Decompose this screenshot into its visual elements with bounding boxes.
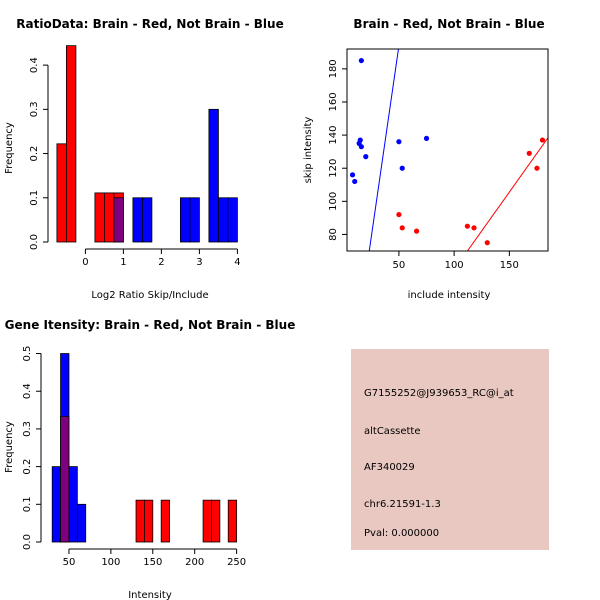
bar-not-brain-5: [208, 108, 219, 243]
bar-brain-6: [227, 499, 238, 543]
y-tick-label: 160: [328, 92, 339, 111]
bar-not-brain-3: [179, 197, 191, 243]
x-tick-label: 1: [120, 257, 126, 268]
scatter-frame: [346, 48, 549, 252]
bar-not-brain-0: [51, 466, 61, 543]
point-brain-7: [534, 165, 540, 171]
x-tick-label: 0: [82, 257, 88, 268]
intensity-histogram-title: Gene Itensity: Brain - Red, Not Brain - …: [5, 318, 296, 332]
bar-not-brain-2: [141, 197, 153, 243]
location-text: chr6.21591-1.3: [364, 499, 441, 510]
y-tick-label: 0.0: [29, 234, 40, 250]
x-tick-label: 3: [196, 257, 202, 268]
bar-not-brain-0: [113, 197, 124, 243]
intensity-histogram-ylabel: Frequency: [4, 421, 15, 473]
event-type-text: altCassette: [364, 426, 421, 437]
info-panel: G7155252@J939653_RC@i_at altCassette AF3…: [351, 349, 549, 550]
x-tick-label: 200: [185, 557, 204, 568]
scatter-xlabel: include intensity: [408, 290, 491, 301]
x-tick-label: 4: [234, 257, 240, 268]
bar-brain-2: [94, 192, 105, 243]
ratio-histogram-axes: 0 1 2 3 4 0.0 0.1 0.2 0.3 0.4: [29, 57, 241, 268]
point-brain-6: [526, 150, 532, 156]
bar-brain-3: [160, 499, 170, 543]
point-brain-8: [539, 137, 546, 143]
intensity-histogram-bars: [51, 353, 238, 543]
point-not-brain-3: [357, 137, 363, 143]
y-tick-label: 0.1: [22, 496, 33, 512]
bar-not-brain-4: [189, 197, 200, 243]
bar-brain-1: [66, 45, 77, 243]
bar-brain-5: [211, 499, 221, 543]
point-brain-2: [413, 228, 420, 234]
point-brain-5: [484, 240, 490, 246]
fit-line-brain: [466, 137, 548, 251]
bar-brain-4: [202, 499, 212, 543]
info-panel-background: [351, 349, 549, 550]
y-tick-label: 0.2: [22, 459, 33, 475]
y-tick-label: 0.4: [29, 57, 40, 73]
bar-not-brain-3: [76, 503, 87, 543]
bar-brain-3: [104, 192, 115, 243]
y-tick-label: 0.5: [22, 346, 33, 362]
intensity-histogram-panel: Gene Itensity: Brain - Red, Not Brain - …: [4, 318, 295, 600]
bar-brain-0: [60, 416, 70, 543]
ratio-histogram-panel: RatioData: Brain - Red, Not Brain - Blue…: [4, 17, 284, 301]
x-tick-label: 100: [445, 260, 464, 271]
point-not-brain-9: [423, 135, 430, 142]
accession-text: AF340029: [364, 462, 415, 473]
ratio-histogram-xlabel: Log2 Ratio Skip/Include: [91, 290, 208, 301]
fit-line-not-brain: [368, 49, 399, 251]
x-tick-label: 250: [227, 557, 246, 568]
y-tick-label: 0.0: [22, 534, 33, 550]
bar-not-brain-1: [132, 197, 143, 243]
point-not-brain-8: [399, 165, 405, 171]
scatter-panel: Brain - Red, Not Brain - Blue include in…: [303, 17, 549, 301]
y-tick-label: 0.3: [29, 101, 40, 117]
y-tick-label: 180: [328, 59, 339, 78]
y-tick-label: 0.3: [22, 421, 33, 437]
scatter-title: Brain - Red, Not Brain - Blue: [353, 17, 544, 31]
point-not-brain-7: [396, 139, 402, 145]
point-not-brain-6: [363, 154, 369, 160]
y-tick-label: 0.1: [29, 190, 40, 206]
y-tick-label: 0.4: [22, 383, 33, 399]
scatter-axes: 50 100 150 80 100 120 140 160 180: [328, 48, 549, 271]
x-tick-label: 150: [143, 557, 162, 568]
y-tick-label: 0.2: [29, 146, 40, 162]
probe-id-text: G7155252@J939653_RC@i_at: [364, 388, 514, 399]
bar-not-brain-7: [227, 197, 238, 243]
point-brain-0: [396, 211, 402, 218]
bar-brain-0: [56, 143, 67, 243]
intensity-histogram-axes: 50 100 150 200 250 0.0 0.1 0.2 0.3 0.4 0.5: [22, 346, 246, 568]
bar-not-brain-6: [217, 197, 229, 243]
y-tick-label: 80: [328, 228, 339, 241]
point-not-brain-4: [358, 144, 364, 150]
bar-not-brain-2: [68, 466, 78, 543]
x-tick-label: 2: [158, 257, 164, 268]
point-not-brain-0: [349, 172, 356, 178]
scatter-ylabel: skip intensity: [303, 117, 314, 184]
point-brain-4: [471, 225, 477, 231]
point-brain-1: [399, 225, 405, 231]
y-tick-label: 140: [328, 126, 339, 145]
point-brain-3: [464, 223, 470, 229]
ratio-histogram-ylabel: Frequency: [4, 122, 15, 174]
x-tick-label: 50: [63, 557, 76, 568]
pval-text: Pval: 0.000000: [364, 528, 439, 539]
bar-brain-2: [144, 499, 154, 543]
x-tick-label: 150: [500, 260, 519, 271]
scatter-plot-area: [349, 49, 548, 251]
bar-brain-1: [135, 499, 145, 543]
x-tick-label: 50: [393, 260, 406, 271]
x-tick-label: 100: [101, 557, 120, 568]
ratio-histogram-title: RatioData: Brain - Red, Not Brain - Blue: [16, 17, 283, 31]
y-tick-label: 120: [328, 159, 339, 178]
point-not-brain-1: [352, 178, 358, 185]
ratio-histogram-bars: [56, 45, 238, 243]
intensity-histogram-xlabel: Intensity: [128, 590, 172, 600]
point-not-brain-5: [358, 57, 364, 64]
y-tick-label: 100: [328, 192, 339, 211]
